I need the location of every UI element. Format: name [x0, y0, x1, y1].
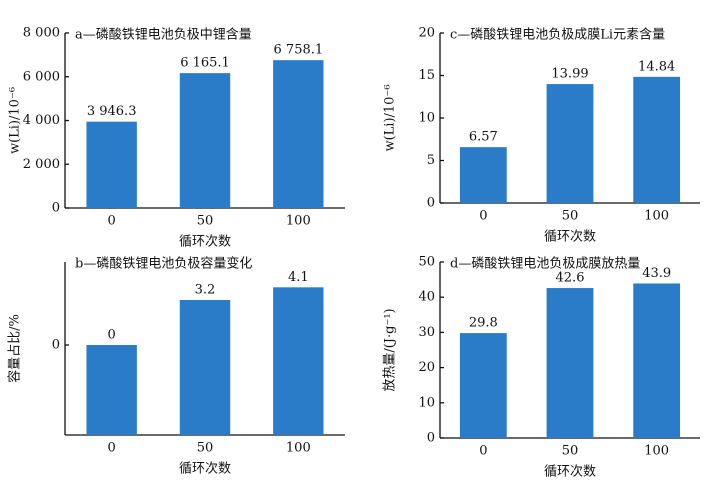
x-tick-label: 100 [644, 209, 669, 224]
x-tick-label: 0 [108, 214, 116, 229]
panel-title: c—磷酸铁锂电池负极成膜Li元素含量 [450, 27, 665, 43]
value-label: 6 165.1 [180, 56, 230, 71]
y-tick-label: 10 [418, 395, 435, 410]
value-label: 3.2 [195, 282, 216, 297]
bar [273, 60, 324, 208]
y-tick-label: 4 000 [23, 113, 60, 128]
y-tick-label: 20 [418, 26, 435, 41]
value-label: 43.9 [642, 266, 671, 281]
y-tick-label: 0 [427, 196, 435, 211]
y-tick-label: 8 000 [23, 26, 60, 41]
bar [546, 84, 594, 203]
y-tick-label: 0 [52, 337, 60, 352]
y-tick-label: 5 [427, 153, 435, 168]
x-tick-label: 0 [479, 444, 487, 459]
panel-title: b—磷酸铁锂电池负极容量变化 [75, 256, 252, 272]
panel-title: a—磷酸铁锂电池负极中锂含量 [75, 27, 252, 43]
y-tick-label: 6 000 [23, 69, 60, 84]
bar [86, 121, 137, 208]
bar [633, 283, 681, 438]
bar [273, 287, 324, 435]
y-axis-label: w(Li)/10⁻⁶ [383, 84, 398, 151]
x-tick-label: 100 [286, 214, 311, 229]
panel-title: d—磷酸铁锂电池负极成膜放热量 [450, 257, 640, 272]
value-label: 4.1 [288, 270, 309, 285]
x-tick-label: 50 [197, 441, 214, 456]
y-axis-label: w(Li)/10⁻⁶ [8, 87, 23, 154]
bar [179, 299, 231, 435]
bar [633, 76, 681, 203]
y-tick-label: 30 [418, 325, 435, 340]
y-tick-label: 40 [418, 290, 435, 305]
x-tick-label: 0 [108, 441, 116, 456]
bar [546, 288, 594, 438]
value-label: 0 [108, 327, 116, 342]
y-axis-label: 放热量/(J·g⁻¹) [383, 308, 398, 391]
value-label: 42.6 [556, 271, 585, 286]
y-tick-label: 0 [52, 201, 60, 216]
x-tick-label: 50 [562, 209, 579, 224]
bar [179, 73, 231, 209]
value-label: 6 758.1 [274, 43, 324, 58]
x-tick-label: 0 [479, 209, 487, 224]
y-tick-label: 2 000 [23, 157, 60, 172]
bar [459, 333, 507, 438]
value-label: 13.99 [551, 67, 588, 82]
x-tick-label: 100 [286, 441, 311, 456]
x-axis-label: 循环次数 [179, 461, 231, 477]
y-axis-label: 容量占比/% [7, 314, 23, 383]
x-tick-label: 50 [197, 214, 214, 229]
x-tick-label: 100 [644, 444, 669, 459]
value-label: 29.8 [469, 316, 498, 331]
y-tick-label: 50 [418, 255, 435, 270]
bar [459, 147, 507, 203]
value-label: 3 946.3 [87, 104, 137, 119]
value-label: 6.57 [469, 130, 498, 145]
y-tick-label: 15 [418, 68, 435, 83]
y-tick-label: 20 [418, 360, 435, 375]
y-tick-label: 0 [427, 431, 435, 446]
x-tick-label: 50 [562, 444, 579, 459]
x-axis-label: 循环次数 [544, 229, 596, 245]
x-axis-label: 循环次数 [544, 464, 596, 480]
bar [86, 344, 137, 435]
value-label: 14.84 [638, 59, 675, 74]
x-axis-label: 循环次数 [179, 234, 231, 250]
y-tick-label: 10 [418, 111, 435, 126]
